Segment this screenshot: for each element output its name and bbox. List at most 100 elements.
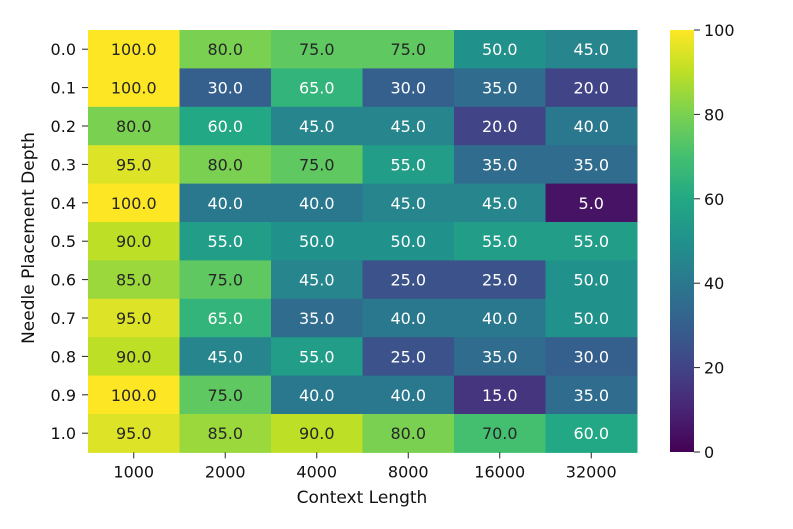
cell-value-label: 75.0 xyxy=(207,271,243,290)
heatmap-cell xyxy=(271,106,363,146)
cell-value-label: 65.0 xyxy=(207,309,243,328)
y-tick-label: 0.6 xyxy=(51,271,76,290)
heatmap-cell xyxy=(88,414,180,453)
heatmap-cell xyxy=(545,414,638,453)
cell-value-label: 95.0 xyxy=(116,309,152,328)
y-axis-label: Needle Placement Depth xyxy=(19,132,39,344)
cell-value-label: 30.0 xyxy=(573,347,609,366)
y-tick-labels: 0.0 0.1 0.2 0.3 0.4 0.5 0.6 0.7 0.8 0.9 1.0 xyxy=(51,40,88,443)
heatmap-cell xyxy=(362,375,455,415)
cell-value-label: 95.0 xyxy=(116,155,152,174)
heatmap-cell xyxy=(179,222,272,261)
heatmap-cell xyxy=(179,145,272,185)
heatmap-cell xyxy=(88,260,180,300)
heatmap-cell xyxy=(271,337,363,377)
cell-value-label: 100.0 xyxy=(111,386,157,405)
colorbar xyxy=(670,30,694,452)
cell-value-label: 45.0 xyxy=(207,347,243,366)
cell-value-label: 100.0 xyxy=(111,79,157,98)
colorbar-ticks: 0 20 40 60 80 100 xyxy=(694,21,735,462)
heatmap-cell xyxy=(88,68,180,108)
heatmap-cell xyxy=(454,30,546,69)
cell-value-label: 35.0 xyxy=(299,309,335,328)
cell-value-label: 40.0 xyxy=(390,309,426,328)
heatmap-cell xyxy=(362,68,455,108)
heatmap-cell xyxy=(454,68,546,108)
heatmap-cell xyxy=(362,298,455,338)
heatmap-cell xyxy=(454,414,546,453)
cell-value-label: 50.0 xyxy=(299,232,335,251)
colorbar-tick-label: 40 xyxy=(704,274,724,293)
heatmap-cell xyxy=(88,222,180,261)
heatmap-cell xyxy=(454,145,546,185)
cell-value-label: 30.0 xyxy=(390,79,426,98)
heatmap-cell xyxy=(88,106,180,146)
cell-value-label: 20.0 xyxy=(482,117,518,136)
heatmap-cell xyxy=(179,30,272,69)
heatmap-cell xyxy=(545,30,638,69)
cell-value-label: 85.0 xyxy=(207,424,243,443)
cell-value-label: 35.0 xyxy=(573,386,609,405)
heatmap-cell xyxy=(271,183,363,223)
heatmap-cell xyxy=(545,298,638,338)
y-tick-label: 0.0 xyxy=(51,40,76,59)
cell-value-label: 100.0 xyxy=(111,194,157,213)
cell-value-label: 80.0 xyxy=(390,424,426,443)
heatmap-cell xyxy=(545,222,638,261)
y-tick-label: 1.0 xyxy=(51,424,76,443)
heatmap-cell xyxy=(545,106,638,146)
heatmap-cell xyxy=(271,145,363,185)
cell-value-label: 85.0 xyxy=(116,271,152,290)
heatmap-cell xyxy=(545,375,638,415)
cell-value-label: 75.0 xyxy=(390,40,426,59)
x-tick-label: 4000 xyxy=(296,462,337,481)
heatmap-cell xyxy=(88,145,180,185)
y-tick-label: 0.9 xyxy=(51,386,76,405)
x-axis-label: Context Length xyxy=(297,488,428,508)
cell-value-label: 45.0 xyxy=(299,117,335,136)
cell-value-label: 100.0 xyxy=(111,40,157,59)
heatmap-cell xyxy=(179,414,272,453)
heatmap-cell xyxy=(545,337,638,377)
cell-value-label: 40.0 xyxy=(207,194,243,213)
x-tick-labels: 1000 2000 4000 8000 16000 32000 xyxy=(113,452,617,481)
colorbar-tick-label: 20 xyxy=(704,359,724,378)
cell-value-label: 45.0 xyxy=(299,271,335,290)
cell-value-label: 20.0 xyxy=(573,79,609,98)
cell-value-label: 55.0 xyxy=(299,347,335,366)
y-tick-label: 0.4 xyxy=(51,194,76,213)
heatmap-cell xyxy=(545,68,638,108)
heatmap-cell xyxy=(88,30,180,69)
cell-value-label: 70.0 xyxy=(482,424,518,443)
cell-value-label: 45.0 xyxy=(390,117,426,136)
heatmap-cell xyxy=(271,298,363,338)
y-tick-label: 0.7 xyxy=(51,309,76,328)
cell-value-label: 65.0 xyxy=(299,79,335,98)
heatmap-cell xyxy=(88,298,180,338)
heatmap-cell xyxy=(362,337,455,377)
cell-value-label: 55.0 xyxy=(482,232,518,251)
x-tick-label: 16000 xyxy=(474,462,525,481)
heatmap-cell xyxy=(362,30,455,69)
colorbar-tick-label: 100 xyxy=(704,21,735,40)
cell-value-label: 55.0 xyxy=(207,232,243,251)
cell-value-label: 60.0 xyxy=(207,117,243,136)
cell-value-label: 50.0 xyxy=(482,40,518,59)
heatmap-cell xyxy=(454,298,546,338)
heatmap-cell xyxy=(179,260,272,300)
heatmap-cell xyxy=(179,106,272,146)
x-tick-label: 1000 xyxy=(113,462,154,481)
heatmap-cell xyxy=(362,183,455,223)
y-tick-label: 0.5 xyxy=(51,232,76,251)
cell-value-label: 40.0 xyxy=(482,309,518,328)
heatmap-cell xyxy=(179,375,272,415)
cell-value-label: 35.0 xyxy=(482,347,518,366)
cell-value-label: 40.0 xyxy=(573,117,609,136)
heatmap-cell xyxy=(179,68,272,108)
heatmap-cell xyxy=(179,183,272,223)
heatmap-cell xyxy=(271,30,363,69)
cell-value-label: 40.0 xyxy=(299,194,335,213)
cell-value-label: 55.0 xyxy=(390,155,426,174)
cell-value-label: 90.0 xyxy=(116,347,152,366)
